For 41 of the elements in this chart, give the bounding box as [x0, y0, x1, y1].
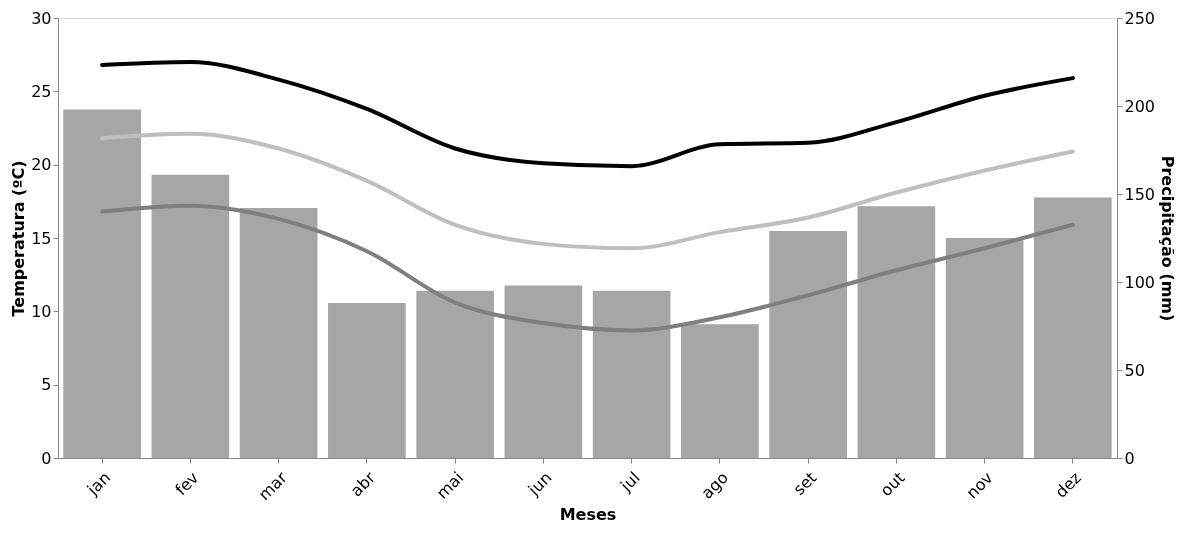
y2-tick-label: 50	[1124, 360, 1145, 380]
y-tick-label: 20	[31, 155, 52, 175]
line-series	[100, 60, 1075, 169]
x-tick-label: fev	[171, 468, 203, 500]
bar	[1034, 197, 1112, 458]
x-tick-label: nov	[962, 468, 997, 503]
y2-tick-label: 150	[1124, 184, 1156, 204]
y2-tick-label: 200	[1124, 96, 1156, 116]
x-axis-title: Meses	[559, 505, 617, 525]
y-tick-label: 10	[31, 301, 52, 321]
x-tick-label: set	[789, 468, 821, 499]
y2-axis-title: Precipitação (mm)	[1158, 155, 1178, 322]
bar	[945, 238, 1024, 458]
x-tick-label: out	[876, 468, 909, 501]
bar	[504, 285, 583, 458]
bar	[592, 290, 671, 458]
x-tick-label: jun	[523, 468, 556, 500]
y2-tick-label: 0	[1124, 448, 1135, 468]
y2-tick-label: 100	[1124, 272, 1156, 292]
x-tick-label: ago	[697, 468, 732, 503]
bar	[681, 324, 759, 458]
y2-tick-label: 250	[1124, 8, 1156, 28]
bar	[769, 230, 847, 458]
line-series	[100, 203, 1075, 333]
line-series	[100, 131, 1075, 251]
bar	[328, 303, 406, 458]
y-tick-label: 15	[31, 228, 52, 248]
y-tick-label: 30	[31, 8, 52, 28]
y-tick-label: 5	[41, 375, 52, 395]
x-tick-label: jul	[616, 468, 644, 496]
bar	[857, 206, 936, 458]
y-axis-title: Temperatura (ºC)	[9, 160, 29, 317]
bar	[63, 109, 141, 458]
x-tick-label: abr	[346, 467, 380, 501]
y-tick-label: 0	[41, 448, 52, 468]
bar	[151, 174, 230, 458]
y-tick-label: 25	[31, 81, 52, 101]
bar	[416, 290, 494, 458]
x-tick-label: dez	[1051, 468, 1085, 502]
bar	[239, 208, 318, 458]
x-tick-label: jan	[82, 468, 115, 500]
